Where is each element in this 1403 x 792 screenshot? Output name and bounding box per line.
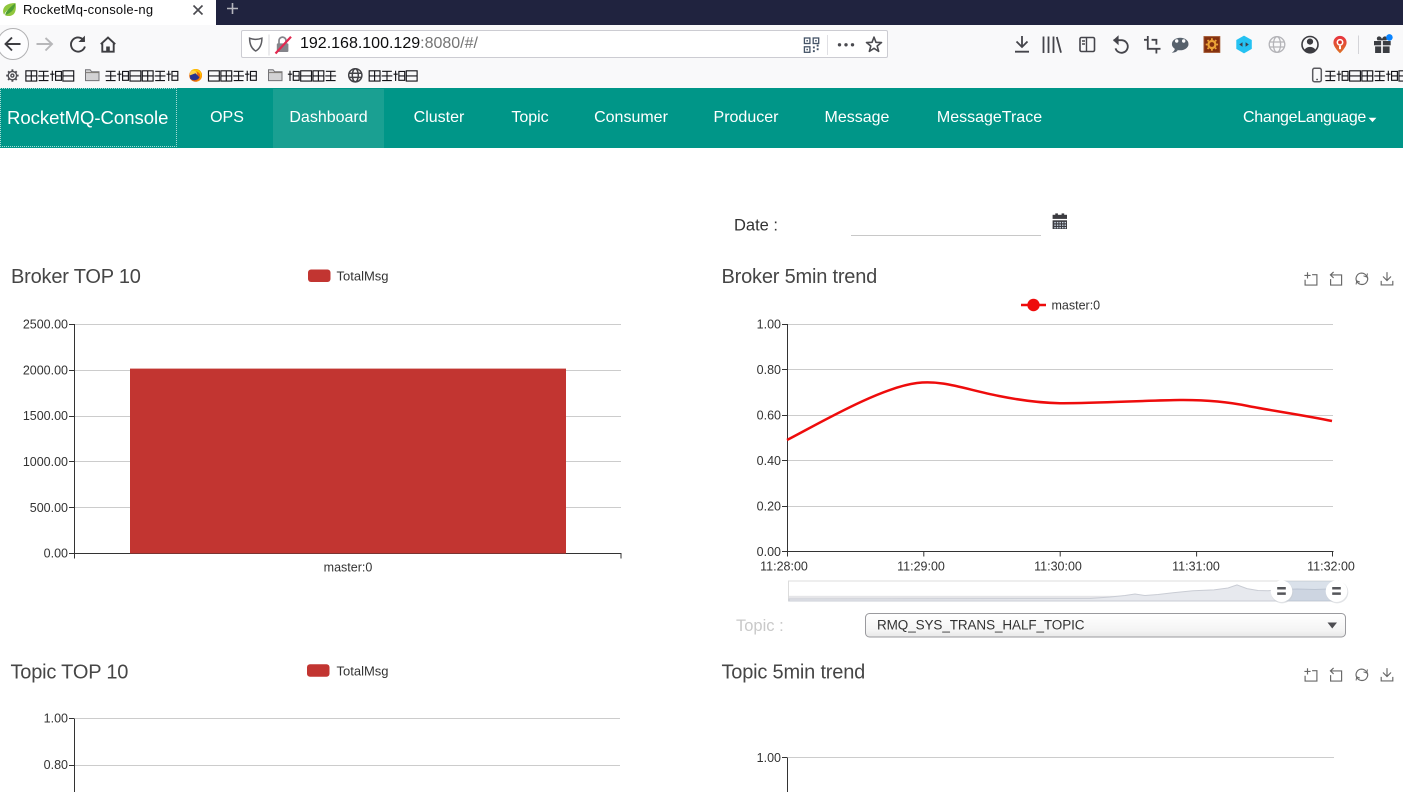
svg-text:Topic 5min trend: Topic 5min trend (722, 662, 866, 684)
svg-text:Date :: Date : (734, 217, 778, 235)
svg-text:0.00: 0.00 (44, 547, 68, 561)
svg-text:0.80: 0.80 (44, 758, 68, 772)
svg-text:11:31:00: 11:31:00 (1172, 560, 1220, 574)
svg-text:2000.00: 2000.00 (23, 363, 68, 377)
svg-text:1.00: 1.00 (757, 751, 781, 765)
svg-text:TotalMsg: TotalMsg (337, 269, 389, 284)
svg-text:Broker TOP 10: Broker TOP 10 (11, 266, 141, 288)
svg-text:RMQ_SYS_TRANS_HALF_TOPIC: RMQ_SYS_TRANS_HALF_TOPIC (877, 618, 1085, 633)
svg-text:master:0: master:0 (324, 561, 373, 575)
svg-text:1.00: 1.00 (44, 712, 68, 726)
svg-text:0.80: 0.80 (757, 363, 781, 377)
svg-text:0.60: 0.60 (757, 408, 781, 422)
svg-text:master:0: master:0 (1052, 299, 1101, 313)
svg-text:11:32:00: 11:32:00 (1307, 560, 1355, 574)
svg-text:500.00: 500.00 (30, 501, 68, 515)
svg-text:11:28:00: 11:28:00 (760, 560, 808, 574)
svg-text:11:29:00: 11:29:00 (897, 560, 945, 574)
svg-text:0.40: 0.40 (757, 454, 781, 468)
svg-text:0.20: 0.20 (757, 499, 781, 513)
svg-text:Topic :: Topic : (736, 617, 784, 635)
svg-text:2500.00: 2500.00 (23, 317, 68, 331)
svg-text:1500.00: 1500.00 (23, 409, 68, 423)
svg-text:Topic TOP 10: Topic TOP 10 (11, 662, 129, 684)
svg-text:1000.00: 1000.00 (23, 455, 68, 469)
svg-text:Broker 5min trend: Broker 5min trend (722, 266, 878, 288)
svg-text:TotalMsg: TotalMsg (337, 663, 389, 678)
svg-text:1.00: 1.00 (757, 317, 781, 331)
svg-text:0.00: 0.00 (757, 545, 781, 559)
svg-text:11:30:00: 11:30:00 (1034, 560, 1082, 574)
